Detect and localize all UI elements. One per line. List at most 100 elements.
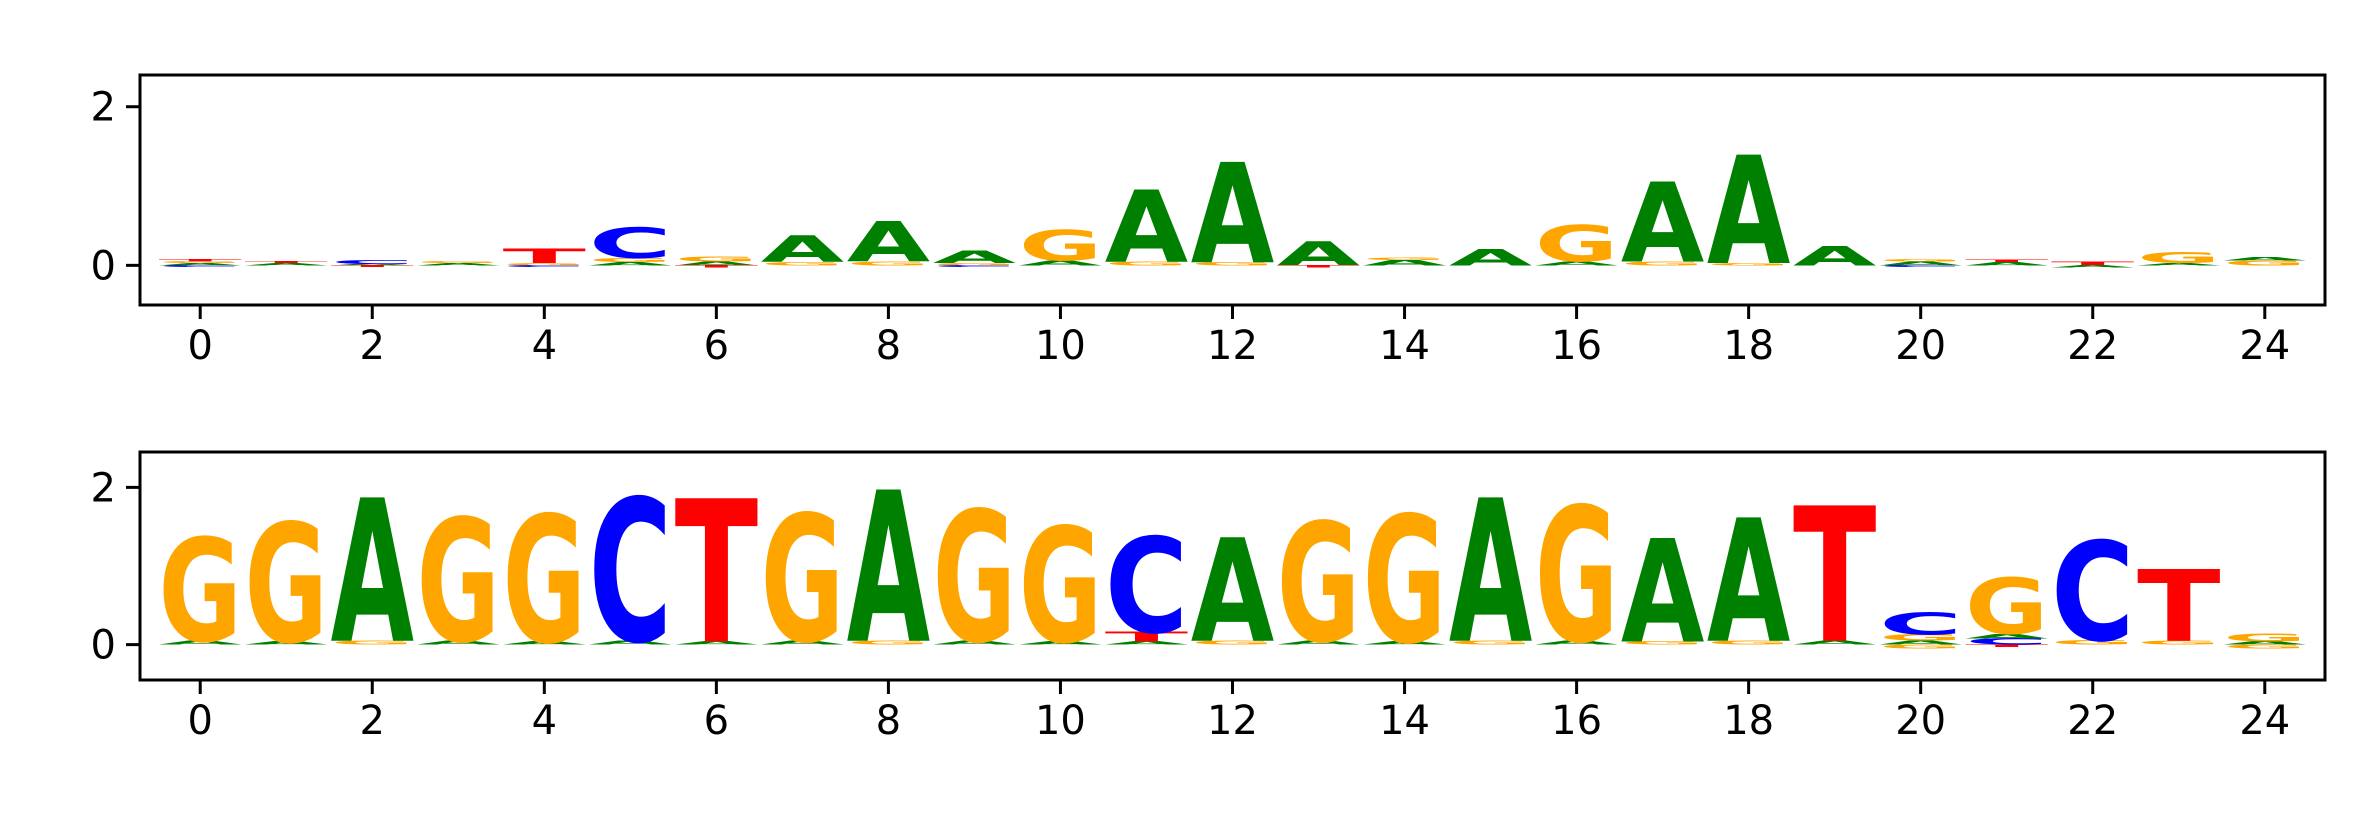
logo-letter-G: G: [933, 475, 1016, 684]
x-tick-label: 8: [876, 323, 901, 369]
logo-letter-A: A: [1535, 260, 1619, 266]
logo-letter-A: A: [1793, 640, 1877, 646]
logo-letter-A: A: [1793, 241, 1877, 272]
logo-letter-A: A: [1965, 261, 2049, 266]
logo-letter-A: A: [1449, 458, 1532, 687]
logo-letter-A: A: [1535, 640, 1619, 646]
logo-letter-G: G: [589, 257, 672, 263]
logo-letter-A: A: [933, 248, 1017, 267]
logo-letter-A: A: [675, 260, 759, 266]
logo-letter-G: G: [1449, 640, 1532, 646]
logo-letter-G: G: [1621, 260, 1704, 266]
logo-letter-T: T: [675, 459, 758, 688]
logo-letter-A: A: [1363, 641, 1447, 646]
x-tick-label: 22: [2067, 698, 2118, 744]
x-tick-label: 10: [1035, 323, 1086, 369]
logo-letter-A: A: [1707, 484, 1790, 681]
x-tick-label: 20: [1895, 698, 1946, 744]
logo-letter-G: G: [245, 491, 328, 682]
logo-letter-G: G: [1879, 633, 1962, 643]
logo-letter-T: T: [1277, 265, 1360, 269]
logo-letter-C: C: [1879, 606, 1962, 642]
logo-letter-G: G: [1019, 496, 1102, 680]
logo-letter-A: A: [1621, 159, 1704, 288]
logo-letter-G: G: [1363, 479, 1446, 683]
x-tick-label: 18: [1723, 698, 1774, 744]
logo-letter-G: G: [1707, 640, 1790, 646]
logo-letter-A: A: [1879, 260, 1963, 266]
logo-letter-C: C: [1879, 265, 1962, 268]
logo-letter-G: G: [1277, 490, 1360, 681]
logo-letter-A: A: [417, 640, 501, 646]
logo-letter-C: C: [933, 265, 1016, 268]
logo-letter-T: T: [331, 265, 414, 268]
logo-letter-C: C: [2051, 514, 2134, 673]
logo-letter-G: G: [417, 261, 500, 264]
x-tick-label: 14: [1379, 323, 1430, 369]
logo-panel-bottom: AG AG GA AG AG AC AT AG GA AG AG ATC GA AG AG GA AG GA GA A…: [91, 450, 2327, 744]
logo-letter-A: A: [159, 262, 243, 266]
x-tick-label: 22: [2067, 323, 2118, 369]
logo-letter-G: G: [503, 262, 586, 266]
logo-letter-G: G: [1879, 644, 1962, 650]
logo-letter-G: G: [933, 262, 1016, 266]
logo-letter-G: G: [503, 479, 586, 683]
logo-letter-A: A: [1019, 641, 1103, 646]
logo-letter-G: G: [159, 261, 242, 264]
x-tick-label: 10: [1035, 698, 1086, 744]
logo-letter-A: A: [1191, 135, 1274, 295]
x-tick-label: 12: [1207, 323, 1258, 369]
logo-letter-A: A: [1621, 510, 1704, 675]
x-tick-label: 6: [704, 698, 729, 744]
logo-letter-G: G: [1621, 641, 1704, 646]
x-tick-label: 6: [704, 323, 729, 369]
logo-letter-G: G: [1707, 262, 1790, 266]
logo-letter-G: G: [1535, 216, 1618, 274]
logo-letter-A: A: [1277, 235, 1361, 274]
logo-letter-A: A: [503, 641, 587, 646]
x-tick-label: 24: [2239, 698, 2290, 744]
logo-letter-G: G: [1535, 470, 1618, 685]
logo-letter-G: G: [1965, 562, 2048, 651]
logo-letter-T: T: [1793, 470, 1876, 685]
logo-letter-C: C: [503, 265, 586, 268]
x-tick-label: 4: [532, 698, 557, 744]
logo-letter-A: A: [331, 458, 414, 687]
x-tick-label: 2: [360, 323, 385, 369]
logo-letter-A: A: [2223, 641, 2307, 646]
logo-letter-C: C: [589, 458, 672, 687]
logo-letter-C: C: [1105, 512, 1188, 664]
logo-letter-G: G: [2051, 638, 2134, 646]
logo-letter-A: A: [331, 263, 415, 266]
logo-letter-A: A: [1879, 640, 1963, 646]
logo-letter-A: A: [1449, 245, 1532, 271]
logo-letter-A: A: [589, 640, 673, 646]
logo-letter-A: A: [933, 640, 1017, 646]
logo-letter-A: A: [1277, 640, 1361, 646]
logo-letter-G: G: [2137, 249, 2220, 267]
logo-letter-G: G: [1019, 222, 1102, 271]
logo-letter-A: A: [589, 261, 673, 266]
logo-letter-A: A: [1105, 641, 1189, 646]
logo-letter-G: G: [159, 509, 242, 674]
logo-letter-C: C: [589, 220, 672, 269]
x-tick-label: 0: [187, 698, 212, 744]
logo-letter-G: G: [331, 640, 414, 646]
x-tick-label: 2: [360, 698, 385, 744]
logo-letter-G: G: [1191, 640, 1274, 646]
logo-letter-G: G: [847, 640, 930, 646]
x-tick-label: 4: [532, 323, 557, 369]
logo-letter-G: G: [761, 479, 844, 683]
logo-letter-C: C: [159, 265, 242, 268]
logo-letter-A: A: [1019, 259, 1103, 267]
logo-letter-A: A: [2051, 265, 2135, 269]
x-tick-label: 14: [1379, 698, 1430, 744]
logo-letter-T: T: [1965, 259, 2048, 263]
logo-letter-T: T: [159, 258, 242, 262]
y-tick-label: 0: [91, 243, 116, 289]
logo-letter-A: A: [675, 641, 759, 646]
logo-letter-A: A: [417, 262, 501, 266]
